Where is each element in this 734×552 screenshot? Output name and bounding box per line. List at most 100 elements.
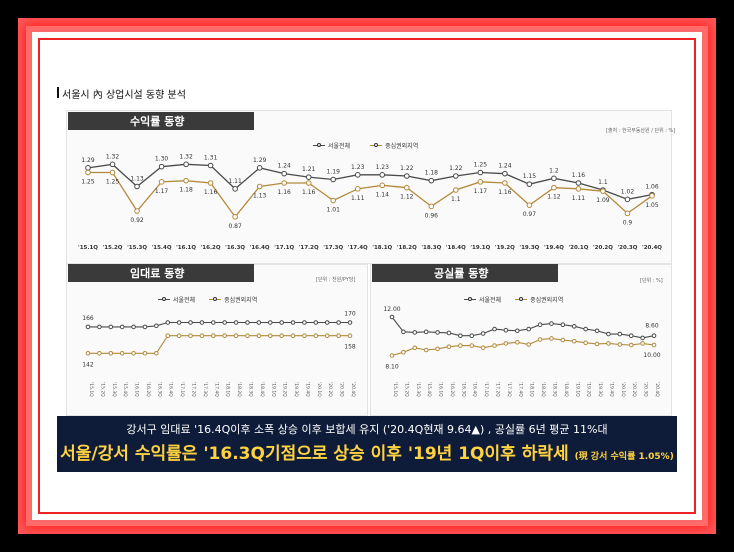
data-point (403, 184, 410, 191)
x-tick-label: '17.4Q (517, 382, 523, 397)
data-point (154, 351, 159, 356)
x-tick-label: '15.3Q (127, 245, 147, 251)
data-label: 1.16 (277, 189, 291, 196)
data-point (428, 177, 435, 184)
data-point (503, 327, 509, 333)
data-point (453, 173, 459, 179)
data-point (97, 351, 102, 356)
data-point (267, 320, 273, 325)
data-point (232, 186, 238, 192)
data-point (207, 180, 214, 186)
data-label: 1.30 (155, 156, 169, 163)
data-point (526, 202, 533, 208)
data-label: 170 (344, 311, 356, 318)
data-point (389, 314, 395, 320)
x-axis: '15.1Q '15.2Q '15.3Q '15.4Q '16.1Q '16.2Q '16.… (88, 382, 356, 397)
data-point (134, 208, 140, 214)
rent-chart: 166 170 142 158 '15.1Q '15.2Q '15.3Q '15.4Q '16.… (82, 311, 356, 398)
x-tick-label: '16.2Q (201, 245, 221, 251)
x-tick-label: '17.3Q (323, 245, 343, 251)
data-point (330, 197, 337, 204)
x-tick-label: '18.1Q (529, 382, 535, 397)
x-tick-label: '20.3Q (618, 245, 638, 251)
rent-header: 임대료 동향 (68, 264, 254, 282)
x-tick-label: '19.2Q (282, 382, 288, 397)
data-point (85, 165, 91, 171)
data-point (199, 320, 205, 325)
x-tick-label: '19.1Q (574, 382, 580, 397)
x-tick-label: '15.4Q (426, 382, 432, 397)
legend-label-b: 중심권외지역 (385, 143, 419, 150)
data-label: 8.10 (385, 364, 399, 371)
x-tick-label: '16.1Q (438, 382, 444, 397)
x-tick-label: '20.2Q (631, 382, 637, 397)
data-point (594, 328, 600, 334)
page-title: 서울시 內 상업시설 동향 분석 (57, 86, 186, 101)
x-tick-label: '16.3Q (156, 382, 162, 397)
data-point (108, 324, 114, 330)
legend-label-b: 중심권외지역 (530, 297, 564, 304)
data-label: 1.06 (645, 184, 659, 191)
data-point (560, 337, 566, 343)
x-axis: '15.1Q '15.2Q '15.3Q '15.4Q '16.1Q '16.2Q '16.… (78, 245, 662, 251)
data-point (537, 322, 543, 328)
data-point (600, 188, 606, 194)
data-point (188, 333, 193, 339)
data-point (428, 203, 435, 210)
data-point (211, 320, 216, 325)
banner-line-1: 강서구 임대료 '16.4Q이후 소폭 상승 이후 보합세 유지 ('20.4Q… (126, 423, 608, 436)
rent-title: 임대료 동향 (130, 267, 185, 280)
x-tick-label: '18.2Q (236, 382, 242, 397)
yield-legend: 서울전체 중심권외지역 (313, 141, 418, 150)
data-point (624, 210, 631, 217)
data-point (85, 324, 91, 330)
data-point (651, 342, 657, 348)
x-tick-label: '19.3Q (293, 382, 299, 397)
data-point (222, 320, 227, 325)
data-point (313, 320, 319, 325)
data-label: 1.24 (277, 163, 291, 170)
x-tick-label: '18.1Q (225, 382, 231, 397)
data-point (480, 345, 486, 351)
data-point (109, 169, 116, 176)
data-point (354, 172, 361, 178)
data-label: 1.12 (400, 194, 414, 201)
data-label: 1.16 (302, 189, 316, 196)
data-point (347, 333, 353, 339)
legend-swatch-a (464, 297, 476, 301)
legend-label-a: 서울전체 (173, 297, 196, 304)
data-point (617, 342, 623, 347)
data-point (154, 323, 159, 329)
data-point (281, 170, 287, 177)
data-label: 1.19 (327, 169, 341, 176)
data-point (336, 320, 341, 325)
data-label: 1.22 (449, 165, 463, 172)
data-point (313, 333, 319, 339)
data-point (549, 321, 554, 326)
data-point (134, 183, 140, 190)
data-point (401, 349, 406, 355)
series-2: 142 158 (82, 333, 356, 368)
banner-line-2-main: 서울/강서 수익률은 '16.3Q기점으로 상승 이후 '19년 1Q이후 하락… (60, 444, 569, 464)
series-line (88, 171, 653, 218)
data-point (606, 331, 611, 337)
data-point (109, 161, 116, 168)
data-point (469, 343, 475, 348)
x-tick-label: '16.2Q (145, 382, 151, 397)
x-tick-label: '18.4Q (446, 245, 466, 251)
data-point (183, 161, 189, 168)
data-point (305, 174, 312, 180)
data-label: 1.11 (572, 195, 586, 202)
vacancy-source-note: [단위 : %] (640, 278, 663, 284)
data-point (158, 163, 165, 170)
data-point (142, 324, 148, 330)
data-point (131, 351, 136, 356)
x-tick-label: '17.2Q (191, 382, 197, 397)
data-label: 1.29 (81, 157, 95, 164)
data-label: 1.11 (228, 178, 242, 185)
x-tick-label: '20.4Q (350, 382, 356, 397)
legend-label-b: 중심권외지역 (224, 297, 258, 304)
data-label: 1.02 (621, 188, 635, 195)
x-tick-label: '18.3Q (421, 245, 441, 251)
data-point (492, 343, 497, 348)
